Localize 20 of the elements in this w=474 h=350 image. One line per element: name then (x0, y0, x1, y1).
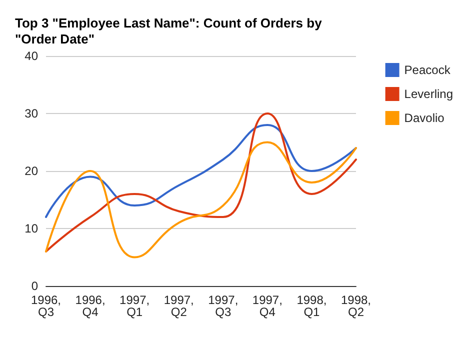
x-tick-label: 1998, Q1 (296, 293, 327, 319)
x-tick-label: 1996, Q3 (30, 293, 62, 319)
x-tick-label: 1997, Q1 (120, 293, 150, 319)
line-series (45, 112, 357, 252)
y-tick-label: 20 (24, 164, 38, 178)
y-tick-label: 40 (24, 49, 38, 63)
x-tick-label: 1997, Q4 (252, 293, 282, 319)
line-series (45, 141, 357, 258)
y-tick-label: 0 (31, 279, 38, 293)
x-tick-label: 1997, Q3 (208, 293, 238, 319)
chart-title: Top 3 "Employee Last Name": Count of Orders by "Order Date" (15, 16, 326, 46)
x-tick-label: 1997, Q2 (164, 293, 194, 319)
x-tick-label: 1996, Q4 (75, 293, 106, 319)
x-tick-label: 1998, Q2 (340, 293, 372, 319)
y-tick-label: 10 (24, 222, 38, 236)
legend-label: Davolio (404, 111, 445, 125)
y-tick-label: 30 (24, 106, 38, 120)
legend-label: Leverling (404, 87, 454, 101)
legend-label: Peacock (404, 63, 452, 77)
line-series (45, 124, 357, 218)
